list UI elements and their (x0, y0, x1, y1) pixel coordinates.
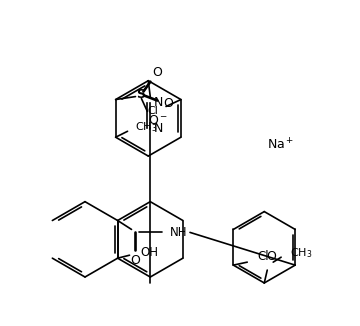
Text: O$^-$: O$^-$ (148, 114, 168, 127)
Text: Cl: Cl (257, 250, 269, 263)
Text: CH$_3$: CH$_3$ (290, 246, 312, 260)
Text: OH: OH (140, 246, 158, 259)
Text: O: O (266, 250, 276, 263)
Text: Cl: Cl (147, 107, 158, 116)
Text: S: S (136, 88, 145, 101)
Text: N: N (154, 96, 163, 109)
Text: Na$^+$: Na$^+$ (267, 138, 294, 153)
Text: O: O (152, 66, 162, 79)
Text: NH: NH (170, 226, 188, 239)
Text: N: N (154, 122, 163, 135)
Text: CH$_3$: CH$_3$ (135, 120, 158, 134)
Text: O: O (163, 97, 173, 110)
Text: O: O (131, 254, 140, 267)
